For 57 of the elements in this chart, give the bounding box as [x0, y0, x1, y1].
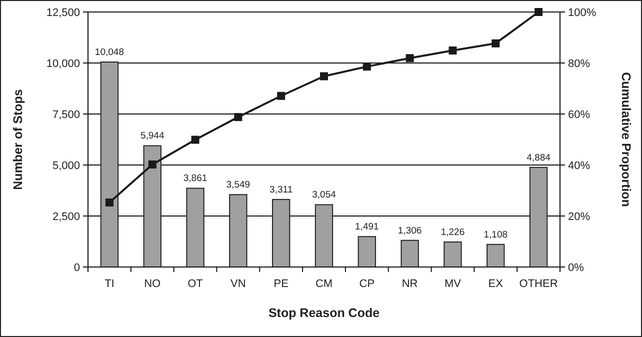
point — [534, 8, 543, 16]
bar — [486, 244, 505, 268]
point — [191, 136, 200, 144]
bar — [400, 240, 419, 268]
point — [320, 72, 328, 80]
x-axis-title: Stop Reason Code — [268, 306, 380, 320]
x-tick-label: TI — [104, 278, 114, 290]
y2-axis-title: Cumulative Proportion — [619, 72, 633, 207]
point — [277, 92, 286, 100]
y-tick-label: 7,500 — [52, 108, 80, 121]
y2-tick-label: 100% — [568, 6, 596, 19]
y2-tick-label: 0% — [568, 262, 584, 274]
data-label: 3,311 — [270, 184, 293, 196]
point — [406, 54, 414, 62]
data-label: 3,549 — [226, 180, 250, 191]
bar — [229, 194, 248, 268]
data-label: 4,884 — [526, 152, 550, 164]
y-tick-label: 10,000 — [46, 58, 80, 70]
y2-tick-label: 20% — [568, 210, 590, 223]
x-tick-label: PE — [274, 278, 288, 290]
bar — [444, 241, 462, 268]
data-label: 1,226 — [440, 226, 465, 238]
x-tick-label: NR — [402, 278, 418, 290]
x-tick-label: CP — [359, 278, 375, 290]
bar — [272, 198, 290, 268]
bar — [529, 166, 548, 268]
y2-tick-label: 80% — [568, 58, 590, 70]
data-label: 1,491 — [355, 222, 379, 233]
x-tick-label: NO — [144, 278, 162, 290]
point — [448, 46, 457, 55]
point — [148, 160, 156, 168]
data-label: 10,048 — [94, 47, 124, 58]
bar — [358, 236, 376, 268]
data-label: 3,054 — [312, 190, 336, 201]
data-label: 1,108 — [484, 229, 508, 240]
data-label: 1,306 — [398, 225, 422, 236]
point — [105, 198, 114, 206]
y-tick-label: 0 — [74, 262, 80, 274]
y-tick-label: 2,500 — [52, 210, 80, 223]
bar — [186, 188, 204, 268]
point — [234, 113, 242, 122]
x-tick-label: VN — [230, 278, 246, 290]
y2-tick-label: 40% — [568, 160, 590, 172]
y-axis-title: Number of Stops — [11, 89, 25, 190]
data-label: 5,944 — [140, 130, 164, 142]
point — [362, 62, 371, 71]
x-tick-label: CM — [315, 278, 333, 290]
x-tick-label: OTHER — [519, 278, 558, 290]
x-tick-label: MV — [444, 278, 462, 290]
bar — [314, 204, 334, 268]
data-label: 3,861 — [183, 173, 208, 184]
y-tick-label: 5,000 — [52, 160, 80, 172]
x-tick-label: OT — [188, 278, 204, 290]
y-tick-label: 12,500 — [46, 6, 80, 19]
y2-tick-label: 60% — [568, 108, 590, 121]
point — [492, 39, 500, 48]
x-tick-label: EX — [488, 278, 504, 290]
